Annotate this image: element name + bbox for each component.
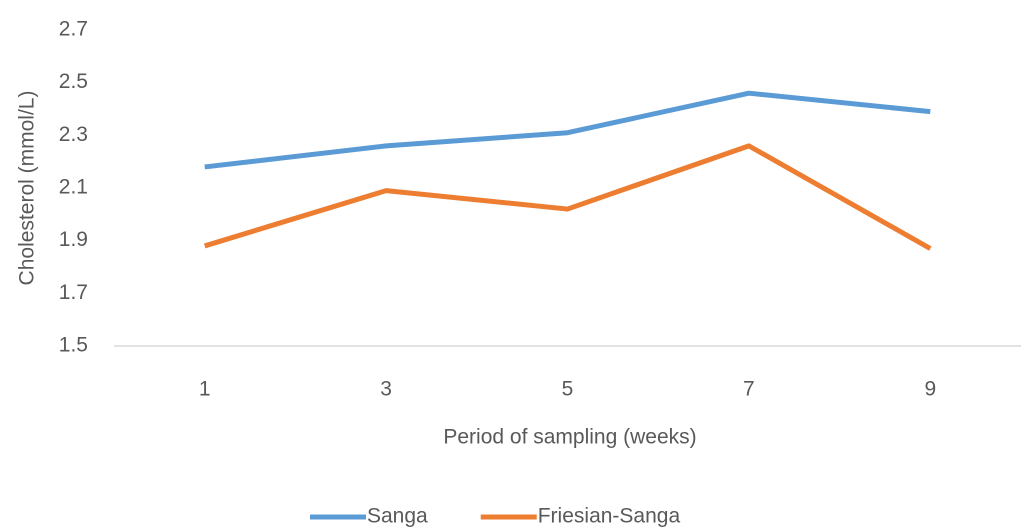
y-axis-title: Cholesterol (mmol/L): [16, 91, 39, 286]
x-tick-label: 5: [562, 378, 574, 401]
legend-label: Friesian-Sanga: [538, 505, 681, 528]
y-tick-label: 2.5: [59, 70, 88, 93]
y-tick-label: 2.7: [59, 18, 88, 41]
y-tick-label: 1.9: [59, 228, 88, 251]
y-tick-label: 2.1: [59, 176, 88, 199]
legend-label: Sanga: [367, 505, 428, 528]
y-tick-label: 2.3: [59, 123, 88, 146]
y-tick-label: 1.5: [59, 334, 88, 357]
x-tick-label: 7: [743, 378, 755, 401]
y-tick-label: 1.7: [59, 281, 88, 304]
series-line: [204, 90, 931, 170]
x-tick-label: 1: [199, 378, 211, 401]
x-tick-label: 3: [380, 378, 392, 401]
x-axis-title: Period of sampling (weeks): [443, 426, 696, 449]
series-line: [203, 143, 932, 251]
x-tick-label: 9: [924, 378, 936, 401]
